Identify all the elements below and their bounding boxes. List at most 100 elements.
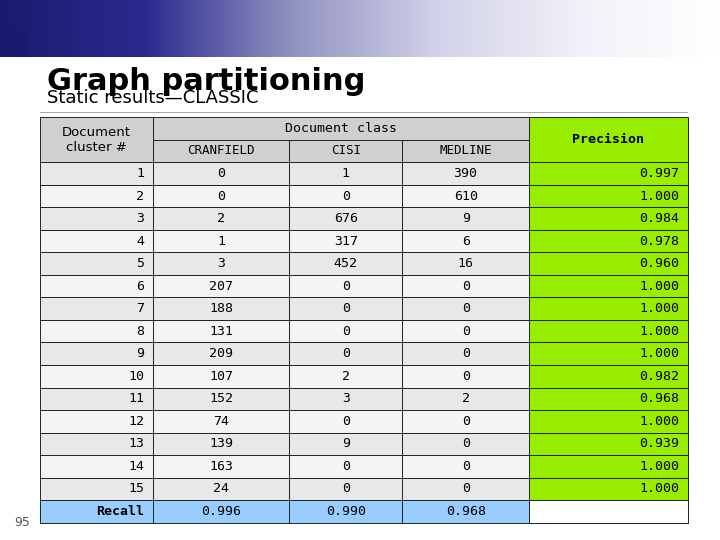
Text: 1.000: 1.000 — [639, 415, 679, 428]
Bar — [446, 0, 450, 57]
Bar — [644, 0, 648, 57]
Text: 1: 1 — [217, 234, 225, 248]
Text: MEDLINE: MEDLINE — [439, 145, 492, 158]
Bar — [533, 0, 536, 57]
Bar — [482, 0, 486, 57]
Text: 0: 0 — [342, 460, 350, 473]
Bar — [439, 0, 443, 57]
Text: 2: 2 — [217, 212, 225, 225]
Text: CRANFIELD: CRANFIELD — [187, 145, 255, 158]
Text: Document
cluster #: Document cluster # — [62, 126, 131, 154]
Bar — [65, 0, 68, 57]
Bar — [338, 0, 342, 57]
Text: 0: 0 — [462, 347, 469, 360]
Bar — [202, 0, 205, 57]
Text: 0.978: 0.978 — [639, 234, 679, 248]
Text: 1.000: 1.000 — [639, 325, 679, 338]
Bar — [461, 0, 464, 57]
Bar — [349, 0, 353, 57]
Bar — [659, 0, 662, 57]
Text: 0: 0 — [462, 325, 469, 338]
Bar — [655, 0, 659, 57]
Bar — [652, 0, 655, 57]
Bar — [518, 0, 522, 57]
Bar — [529, 0, 533, 57]
Bar — [684, 0, 688, 57]
Bar — [677, 0, 680, 57]
Text: 2: 2 — [136, 190, 144, 202]
Bar — [173, 0, 176, 57]
Text: 131: 131 — [209, 325, 233, 338]
Text: 0.984: 0.984 — [639, 212, 679, 225]
Bar — [97, 0, 101, 57]
Bar — [166, 0, 169, 57]
Bar — [198, 0, 202, 57]
Bar — [212, 0, 216, 57]
Bar — [284, 0, 288, 57]
Bar — [364, 0, 367, 57]
Bar — [576, 0, 580, 57]
Bar — [317, 0, 320, 57]
Bar — [7, 0, 11, 57]
Bar — [662, 0, 666, 57]
Bar — [151, 0, 155, 57]
Bar — [432, 0, 436, 57]
Bar — [353, 0, 356, 57]
Bar — [36, 0, 40, 57]
Text: 610: 610 — [454, 190, 477, 202]
Bar — [313, 0, 317, 57]
Text: 0: 0 — [462, 302, 469, 315]
Text: 9: 9 — [136, 347, 144, 360]
Bar — [292, 0, 295, 57]
Text: Static results—CLASSIC: Static results—CLASSIC — [47, 89, 258, 107]
Bar — [511, 0, 515, 57]
Bar — [691, 0, 695, 57]
Text: 0.990: 0.990 — [325, 505, 366, 518]
Bar — [619, 0, 623, 57]
Text: 0.939: 0.939 — [639, 437, 679, 450]
Bar — [688, 0, 691, 57]
Bar — [72, 0, 76, 57]
Text: Precision: Precision — [572, 133, 644, 146]
Bar — [248, 0, 252, 57]
Bar — [252, 0, 256, 57]
Bar — [673, 0, 677, 57]
Bar — [194, 0, 198, 57]
Text: 9: 9 — [462, 212, 469, 225]
Bar — [101, 0, 104, 57]
Bar — [310, 0, 313, 57]
Bar — [68, 0, 72, 57]
Text: 0: 0 — [217, 190, 225, 202]
Bar — [180, 0, 184, 57]
Bar — [716, 0, 720, 57]
Bar — [562, 0, 565, 57]
Text: 0.960: 0.960 — [639, 257, 679, 270]
Bar — [40, 0, 43, 57]
Bar — [472, 0, 475, 57]
Text: 2: 2 — [342, 370, 350, 383]
Bar — [342, 0, 346, 57]
Bar — [79, 0, 83, 57]
Text: Graph partitioning: Graph partitioning — [47, 68, 365, 97]
Bar — [324, 0, 328, 57]
Bar — [464, 0, 468, 57]
Bar — [403, 0, 407, 57]
Text: 13: 13 — [128, 437, 144, 450]
Bar — [83, 0, 86, 57]
Bar — [162, 0, 166, 57]
Bar — [346, 0, 349, 57]
Bar — [119, 0, 122, 57]
Bar — [450, 0, 454, 57]
Text: Document class: Document class — [285, 122, 397, 135]
Bar — [140, 0, 144, 57]
Text: Recall: Recall — [96, 505, 144, 518]
Bar — [11, 0, 14, 57]
Bar — [612, 0, 616, 57]
Text: 1: 1 — [342, 167, 350, 180]
Bar — [230, 0, 234, 57]
Bar — [698, 0, 702, 57]
Bar — [551, 0, 554, 57]
Bar — [191, 0, 194, 57]
Text: 3: 3 — [342, 392, 350, 406]
Bar — [176, 0, 180, 57]
